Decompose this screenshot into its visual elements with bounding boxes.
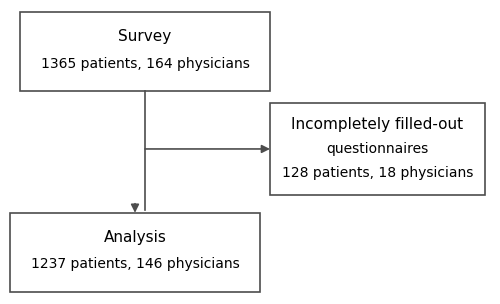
Text: questionnaires: questionnaires <box>326 142 428 156</box>
FancyBboxPatch shape <box>10 213 260 292</box>
Text: Incompletely filled-out: Incompletely filled-out <box>292 117 464 132</box>
Text: Analysis: Analysis <box>104 230 166 245</box>
FancyBboxPatch shape <box>20 12 270 91</box>
Text: Survey: Survey <box>118 29 172 44</box>
Text: 1237 patients, 146 physicians: 1237 patients, 146 physicians <box>30 257 240 271</box>
Text: 128 patients, 18 physicians: 128 patients, 18 physicians <box>282 166 473 180</box>
Text: 1365 patients, 164 physicians: 1365 patients, 164 physicians <box>40 57 250 71</box>
FancyBboxPatch shape <box>270 103 485 195</box>
